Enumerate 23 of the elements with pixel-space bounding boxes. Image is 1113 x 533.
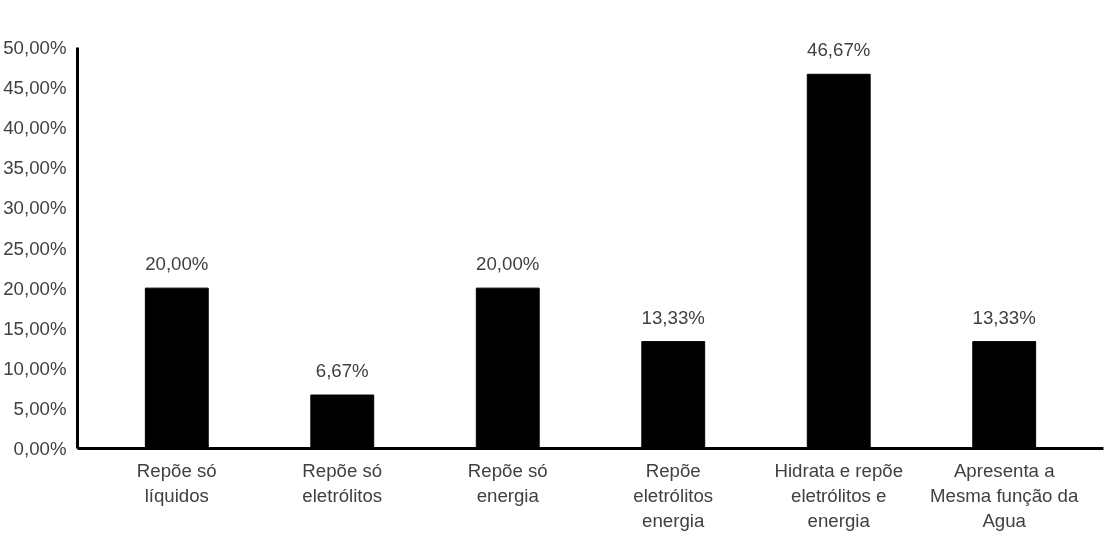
y-tick-label: 45,00% bbox=[3, 77, 67, 99]
y-tick-label: 25,00% bbox=[3, 237, 67, 259]
y-tick-label: 30,00% bbox=[3, 197, 67, 219]
x-tick-label: Repõe eletrólitos energia bbox=[633, 459, 714, 531]
x-tick-label: Repõe só energia bbox=[467, 459, 548, 506]
data-label: 6,67% bbox=[315, 360, 369, 382]
y-tick-label: 50,00% bbox=[3, 37, 67, 59]
y-tick-label: 5,00% bbox=[13, 397, 67, 419]
y-tick-label: 35,00% bbox=[3, 157, 67, 179]
y-tick-label: 15,00% bbox=[3, 317, 67, 339]
y-tick-label: 10,00% bbox=[3, 357, 67, 379]
x-tick-label: Repõe só eletrólitos bbox=[302, 459, 383, 506]
x-tick-label: Apresenta a Mesma função da Agua bbox=[930, 459, 1079, 531]
x-tick-label: Repõe só líquidos bbox=[136, 459, 217, 506]
y-tick-label: 40,00% bbox=[3, 117, 67, 139]
y-tick-label: 0,00% bbox=[13, 438, 67, 459]
data-label: 20,00% bbox=[145, 253, 209, 275]
data-label: 20,00% bbox=[476, 253, 540, 275]
data-label: 13,33% bbox=[641, 306, 705, 328]
y-tick-label: 20,00% bbox=[3, 277, 67, 299]
data-label: 46,67% bbox=[807, 39, 871, 61]
data-label: 13,33% bbox=[972, 306, 1036, 328]
x-tick-label: Hidrata e repõe eletrólitos e energia bbox=[774, 459, 904, 531]
